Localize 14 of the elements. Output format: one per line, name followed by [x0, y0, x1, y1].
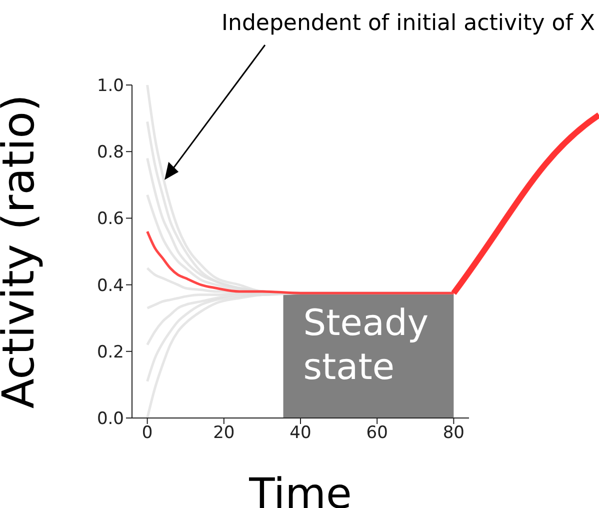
y-tick-label: 0.2	[96, 342, 124, 362]
band-label: Steady state	[303, 303, 429, 388]
y-axis-title: Activity (ratio)	[0, 94, 45, 409]
x-tick-label: 0	[142, 423, 153, 444]
x-tick-label: 80	[442, 423, 464, 444]
y-tick-label: 0.0	[96, 409, 124, 430]
x-tick-label: 40	[290, 423, 312, 444]
x-tick-label: 20	[213, 423, 235, 444]
text: Independent of initial activity of X	[222, 11, 595, 36]
y-tick-label: 1.0	[96, 76, 124, 96]
y-tick-label: 0.6	[96, 209, 124, 230]
y-tick-label: 0.4	[96, 276, 124, 296]
x-tick-label: 60	[366, 423, 388, 444]
y-tick-label: 0.8	[96, 142, 124, 163]
